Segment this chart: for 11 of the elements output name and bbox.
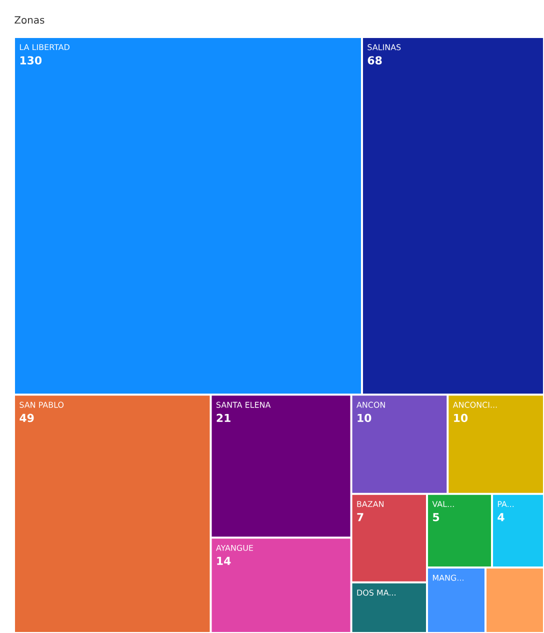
data-label: 14 [217, 556, 231, 565]
data-label: 49 [20, 414, 34, 422]
data-label: 68 [368, 56, 382, 64]
data-label: 5 [433, 513, 440, 522]
text: Zonas [14, 16, 44, 24]
data-label: 10 [358, 414, 372, 422]
data-label: 4 [498, 513, 504, 522]
data-label: 10 [454, 414, 468, 422]
data-label: 130 [20, 56, 42, 64]
data-label: 7 [357, 513, 364, 522]
data-label: 21 [216, 414, 230, 422]
